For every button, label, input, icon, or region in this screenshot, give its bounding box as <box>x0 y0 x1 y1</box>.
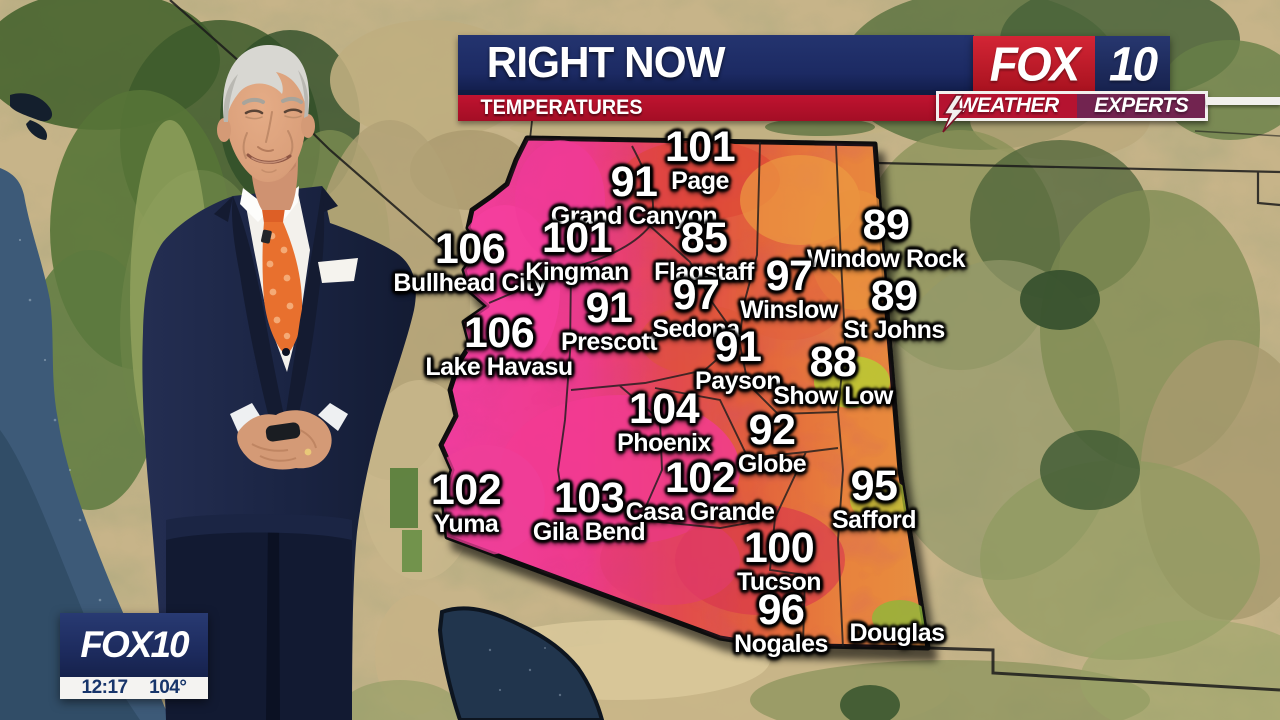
ear <box>217 118 231 142</box>
experts-text: EXPERTS <box>1094 94 1189 117</box>
bug-station-text: FOX10 <box>80 624 189 665</box>
banner-right-now: RIGHT NOW <box>458 35 974 95</box>
pocket-square <box>318 258 358 283</box>
banner-temperatures: TEMPERATURES <box>458 95 937 121</box>
mic-clip <box>261 229 272 244</box>
face <box>226 58 307 182</box>
weather-section: WEATHER <box>939 94 1078 118</box>
gulf-speckles <box>488 647 562 697</box>
presentation-clicker <box>265 422 301 442</box>
bug-temperature: 104° <box>149 677 187 698</box>
station-bug: FOX10 12:17 104° <box>60 613 208 699</box>
bug-info-strip: 12:17 104° <box>60 677 208 699</box>
weatherman <box>142 44 416 720</box>
experts-section: EXPERTS <box>1077 94 1205 118</box>
lapels <box>214 186 338 420</box>
banner-title: RIGHT NOW <box>486 37 726 87</box>
bug-logo: FOX10 <box>60 613 208 677</box>
gulf-of-california <box>437 606 605 720</box>
sf-bay <box>10 93 53 140</box>
hands <box>237 410 332 470</box>
weather-experts-badge: WEATHER EXPERTS <box>936 91 1208 133</box>
weather-text: WEATHER <box>957 94 1060 117</box>
arizona-state <box>438 135 931 651</box>
hair <box>222 44 310 122</box>
decor-white-line <box>1206 97 1280 105</box>
fox-text: FOX <box>989 36 1081 92</box>
ear <box>301 114 315 138</box>
bug-time: 12:17 <box>81 677 129 698</box>
county-borders <box>488 141 846 648</box>
fox10-logo: FOX 10 <box>973 36 1170 92</box>
face-features <box>242 96 303 173</box>
fox-logo-box: FOX <box>973 36 1095 92</box>
lightning-bolt-icon <box>942 94 966 133</box>
ring <box>304 448 312 456</box>
ten-text: 10 <box>1108 36 1158 92</box>
banner-subtitle: TEMPERATURES <box>480 96 643 119</box>
jacket-button <box>282 348 290 356</box>
ten-logo-box: 10 <box>1095 36 1170 92</box>
